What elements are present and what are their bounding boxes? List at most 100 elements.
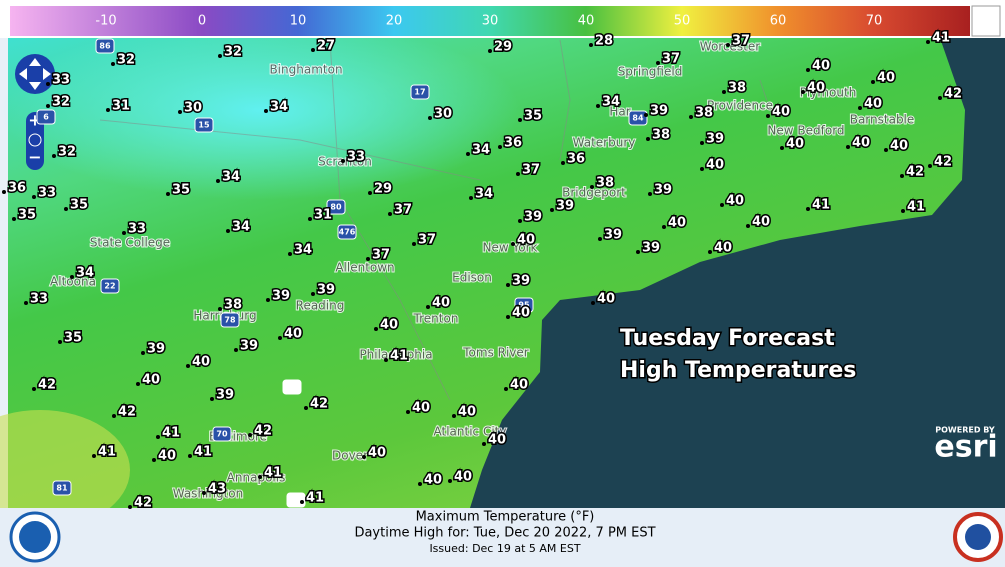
station-dot [64,207,68,211]
shield-label: 95 [518,301,530,310]
temperature-label: 39 [272,289,290,304]
station-dot [466,152,470,156]
temperature-label: 33 [128,222,146,237]
route-shield: 17 [410,84,430,100]
station-dot [122,231,126,235]
temperature-label: 42 [906,165,924,180]
station-dot [210,397,214,401]
temperature-label: 35 [18,208,36,223]
temperature-label: 34 [475,187,493,202]
colorbar-tick-label: 70 [866,14,883,29]
station-dot [858,106,862,110]
shield-bg [410,84,430,100]
city-label: New York [483,241,538,255]
temperature-label: 40 [668,216,686,231]
temperature-label: 29 [494,40,512,55]
temperature-label: 41 [932,31,950,46]
station-dot [368,191,372,195]
station-dot [700,167,704,171]
station-dot [278,336,282,340]
station-dot [662,225,666,229]
route-shield: 6 [36,109,56,125]
station-dot [32,387,36,391]
station-dot [806,207,810,211]
esri-powered: POWERED BY [935,426,995,435]
station-dot [511,242,515,246]
station-dot [152,458,156,462]
route-shield: 95 [514,297,534,313]
city-label: Binghamton [269,63,342,77]
route-shield: 476 [337,224,357,240]
station-dot [498,145,502,149]
temperature-label: 40 [142,373,160,388]
temperature-label: 35 [64,331,82,346]
temperature-label: 40 [890,139,908,154]
zoom-out[interactable]: − [28,148,41,167]
city-label: State College [90,236,170,250]
shield-bg [282,379,302,395]
temperature-label: 41 [194,445,212,460]
temperature-label: 40 [192,355,210,370]
station-dot [111,62,115,66]
temperature-label: 41 [390,349,408,364]
city-label: Annapolis [227,471,286,485]
shield-label: 17 [414,88,425,97]
station-dot [426,305,430,309]
shield-label: 6 [43,113,49,122]
station-dot [504,387,508,391]
station-dot [871,80,875,84]
shield-bg [337,224,357,240]
temperature-label: 40 [807,81,825,96]
city-label: Dover [332,449,368,463]
colorbar-tick-label: 30 [482,14,499,29]
station-dot [218,54,222,58]
temperature-label: 43 [208,482,226,497]
station-dot [234,348,238,352]
temperature-label: 34 [270,100,288,115]
shield-bg [220,312,240,328]
shield-label: 86 [99,42,111,51]
temperature-label: 39 [524,210,542,225]
globe-icon[interactable] [28,133,42,147]
route-shield: 1 [282,379,302,395]
nav-control[interactable]: + − [15,54,55,170]
station-dot [311,292,315,296]
station-dot [258,475,262,479]
station-dot [218,307,222,311]
station-dot [596,104,600,108]
temperature-label: 33 [52,73,70,88]
footer-issued: Issued: Dec 19 at 5 AM EST [429,542,580,555]
temperature-label: 37 [418,233,436,248]
shield-label: 84 [632,114,644,123]
station-dot [304,406,308,410]
city-label: Har [609,105,630,119]
station-dot [646,137,650,141]
station-dot [482,442,486,446]
colorbar-tick-label: 60 [770,14,787,29]
station-dot [216,179,220,183]
temperature-label: 41 [812,198,830,213]
station-dot [506,315,510,319]
station-dot [561,161,565,165]
temperature-label: 41 [264,466,282,481]
footer-bg [0,508,1005,567]
temperature-label: 39 [240,339,258,354]
station-dot [366,257,370,261]
pan-control[interactable] [15,54,55,94]
shield-bg [514,297,534,313]
station-dot [452,414,456,418]
zoom-control[interactable] [26,112,44,170]
temperature-label: 33 [347,150,365,165]
station-dot [384,358,388,362]
city-label: Allentown [335,261,394,275]
noaa-logo-inner [19,521,51,553]
temperature-label: 41 [162,426,180,441]
temperature-label: 40 [424,473,442,488]
temperature-label: 40 [877,71,895,86]
colorbar-tick-label: 10 [290,14,307,29]
colorbar-tick-label: -10 [95,14,116,29]
temperature-label: 40 [772,105,790,120]
station-dot [2,190,6,194]
temperature-label: 33 [30,292,48,307]
